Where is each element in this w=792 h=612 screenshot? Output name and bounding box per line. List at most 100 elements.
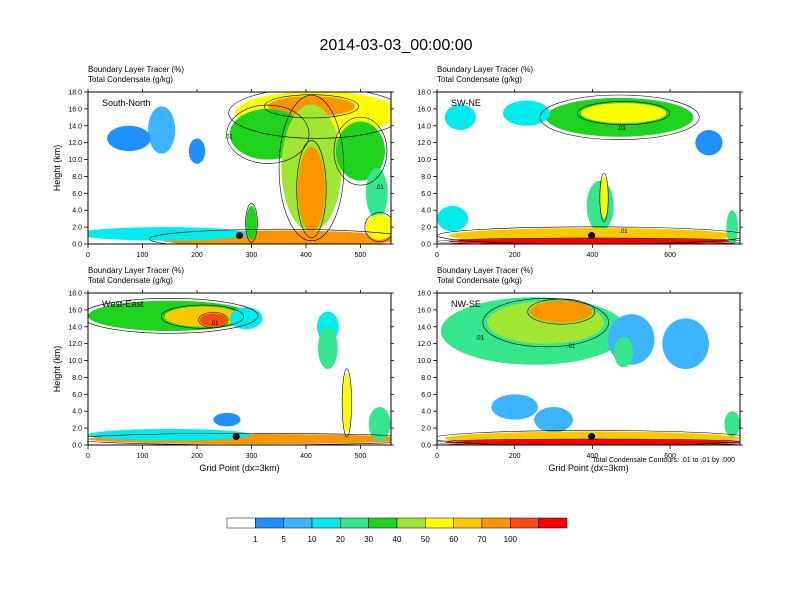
contour-label: .01: [224, 134, 233, 140]
panel-subtitle: Boundary Layer Tracer (%): [88, 65, 184, 74]
field-blob: [188, 138, 206, 164]
x-tick-label: 600: [664, 252, 676, 259]
contour-label: .01: [476, 335, 485, 341]
field-blob: [213, 412, 241, 427]
plot-frame: [436, 292, 741, 446]
y-tick-label: 10.0: [417, 157, 431, 164]
y-tick-label: 14.0: [68, 123, 82, 130]
y-tick-label: 2.0: [421, 225, 431, 232]
colorbar-label: 70: [478, 535, 487, 544]
y-tick-label: 14.0: [417, 123, 431, 130]
plot-frame: [87, 91, 392, 245]
condensate-contour: [226, 104, 310, 164]
field-blob: [726, 210, 739, 244]
y-tick-label: 18.0: [68, 90, 82, 97]
field-blob: [491, 394, 538, 420]
colorbar-swatch: [481, 517, 511, 529]
panel-subtitle: Total Condensate (g/kg): [88, 75, 173, 84]
y-tick-label: 16.0: [68, 106, 82, 113]
x-tick-label: 0: [86, 453, 90, 460]
colorbar-label: 1: [253, 535, 258, 544]
y-tick-label: 18.0: [68, 291, 82, 298]
y-tick-label: 6.0: [421, 392, 431, 399]
colorbar-label: 40: [393, 535, 402, 544]
y-tick-label: 8.0: [421, 375, 431, 382]
y-tick-label: 6.0: [72, 392, 82, 399]
x-axis-label: Grid Point (dx=3km): [548, 463, 628, 473]
field-blob: [600, 176, 608, 219]
y-tick-label: 14.0: [68, 324, 82, 331]
contour-label: .01: [210, 321, 219, 327]
y-tick-label: 12.0: [417, 140, 431, 147]
condensate-contour: [148, 228, 391, 244]
y-tick-label: 4.0: [421, 409, 431, 416]
panel-top-right: Boundary Layer Tracer (%)Total Condensat…: [417, 65, 743, 259]
x-tick-label: 100: [137, 453, 149, 460]
colorbar-label: 20: [336, 535, 345, 544]
x-tick-label: 400: [587, 453, 599, 460]
condensate-contour: [437, 430, 740, 445]
field-blob: [613, 336, 634, 368]
y-tick-label: 4.0: [72, 409, 82, 416]
y-tick-label: 0.0: [421, 443, 431, 450]
colorbar: 1 5 10 20 30 40 50 60 70 100: [226, 517, 568, 544]
y-tick-label: 12.0: [417, 341, 431, 348]
y-tick-label: 2.0: [72, 225, 82, 232]
y-tick-label: 2.0: [421, 426, 431, 433]
colorbar-swatch: [255, 517, 284, 529]
colorbar-label: 50: [421, 535, 430, 544]
y-tick-label: 0.0: [421, 242, 431, 249]
y-tick-label: 14.0: [417, 324, 431, 331]
field-blob: [365, 168, 388, 219]
y-tick-label: 2.0: [72, 426, 82, 433]
x-tick-label: 0: [435, 453, 439, 460]
field-blob: [147, 106, 176, 154]
colorbar-swatch: [226, 517, 256, 529]
plot-frame: [436, 91, 741, 245]
colorbar-swatch: [283, 517, 313, 529]
plot-frame: [87, 292, 392, 446]
field-layer: [88, 92, 391, 244]
y-tick-label: 16.0: [417, 307, 431, 314]
contour-label: .01: [619, 229, 628, 235]
panel-subtitle: Boundary Layer Tracer (%): [88, 266, 184, 275]
contour-label: .01: [375, 185, 384, 191]
colorbar-swatch: [510, 517, 539, 529]
field-blob: [695, 130, 723, 156]
field-layer: [437, 297, 740, 445]
colorbar-label: 10: [308, 535, 317, 544]
colorbar-swatch: [368, 517, 398, 529]
panel-top-left: Boundary Layer Tracer (%)Total Condensat…: [52, 65, 394, 259]
y-tick-label: 10.0: [417, 358, 431, 365]
contour-footnote: Total Condensate Contours: .01 to .01 by…: [592, 457, 735, 464]
y-axis-label: Height (km): [52, 145, 62, 192]
field-blob: [229, 307, 263, 330]
condensate-contour: [599, 172, 609, 223]
figure-title: 2014-03-03_00:00:00: [319, 37, 472, 54]
field-blob: [448, 238, 737, 244]
condensate-contour: [341, 368, 352, 438]
x-tick-label: 200: [509, 453, 521, 460]
field-blob: [317, 326, 338, 369]
x-tick-label: 200: [191, 252, 203, 259]
colorbar-swatch: [538, 517, 568, 529]
condensate-contour: [527, 298, 596, 325]
field-blob: [246, 206, 257, 240]
y-tick-label: 12.0: [68, 341, 82, 348]
y-tick-label: 8.0: [421, 174, 431, 181]
y-tick-label: 8.0: [72, 174, 82, 181]
x-tick-label: 0: [435, 252, 439, 259]
colorbar-label: 5: [281, 535, 286, 544]
field-blob: [724, 411, 740, 437]
x-tick-label: 500: [355, 453, 367, 460]
panel-subtitle: Total Condensate (g/kg): [437, 75, 522, 84]
field-blob: [368, 407, 391, 441]
x-tick-label: 300: [246, 453, 258, 460]
y-axis-label: Height (km): [52, 346, 62, 393]
contour-label: .01: [617, 126, 626, 132]
x-tick-label: 400: [300, 453, 312, 460]
field-layer: [88, 298, 391, 445]
field-blob: [444, 104, 476, 130]
site-marker: [588, 232, 596, 240]
